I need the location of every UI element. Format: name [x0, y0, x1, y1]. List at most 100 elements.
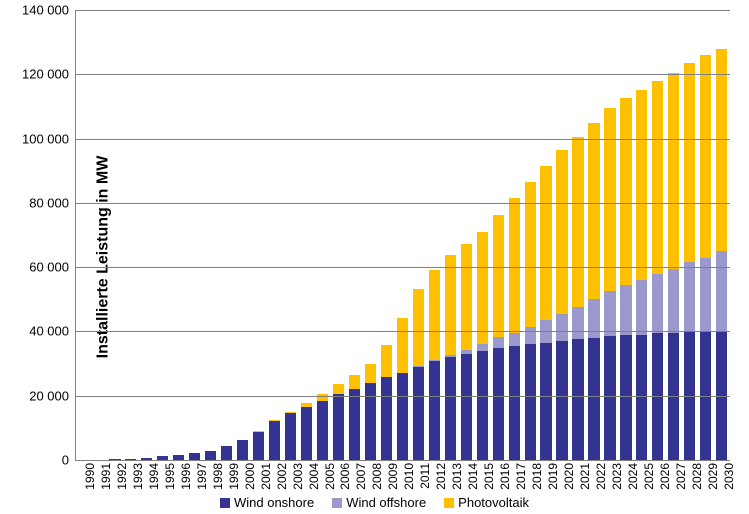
bar-segment-photovoltaik [636, 90, 647, 280]
bar-segment-wind_offshore [700, 258, 711, 332]
legend-swatch [444, 498, 454, 508]
gridline [75, 267, 730, 268]
bar-segment-wind_onshore [269, 421, 280, 460]
bar-segment-wind_onshore [429, 361, 440, 460]
xtick-label: 2019 [546, 463, 560, 490]
bar-column: 2021 [570, 10, 586, 460]
xtick-label: 1994 [147, 463, 161, 490]
xtick-label: 2028 [690, 463, 704, 490]
xtick-label: 2004 [307, 463, 321, 490]
bar-segment-wind_onshore [413, 367, 424, 460]
bar-segment-wind_onshore [285, 413, 296, 460]
bar-column: 1996 [171, 10, 187, 460]
bar-column: 2010 [394, 10, 410, 460]
bar-segment-wind_onshore [636, 335, 647, 460]
bar-segment-wind_onshore [221, 446, 232, 460]
bar-column: 2025 [634, 10, 650, 460]
bars-container: 1990199119921993199419951996199719981999… [75, 10, 730, 460]
bar-segment-wind_onshore [477, 351, 488, 460]
bar-segment-wind_offshore [525, 327, 536, 345]
bar-segment-wind_onshore [540, 343, 551, 460]
bar-column: 2012 [426, 10, 442, 460]
bar-segment-photovoltaik [397, 318, 408, 373]
bar-column: 2020 [554, 10, 570, 460]
bar-segment-photovoltaik [700, 55, 711, 258]
bar-segment-photovoltaik [604, 108, 615, 291]
xtick-label: 2009 [386, 463, 400, 490]
bar-segment-photovoltaik [413, 289, 424, 366]
bar-segment-photovoltaik [540, 166, 551, 320]
bar-column: 1995 [155, 10, 171, 460]
stacked-bar [604, 108, 615, 460]
xtick-label: 2020 [562, 463, 576, 490]
bar-segment-wind_offshore [636, 280, 647, 335]
xtick-label: 2008 [370, 463, 384, 490]
stacked-bar [205, 451, 216, 460]
bar-segment-photovoltaik [509, 198, 520, 333]
stacked-bar [253, 431, 264, 460]
bar-segment-photovoltaik [668, 73, 679, 269]
xtick-label: 2012 [434, 463, 448, 490]
stacked-bar [237, 440, 248, 460]
bar-segment-photovoltaik [365, 364, 376, 384]
bar-column: 2026 [650, 10, 666, 460]
legend-label: Wind offshore [346, 495, 426, 510]
stacked-bar [588, 123, 599, 460]
stacked-bar [700, 55, 711, 460]
bar-column: 2030 [714, 10, 730, 460]
bar-column: 2005 [315, 10, 331, 460]
xtick-label: 2005 [323, 463, 337, 490]
bar-column: 2004 [299, 10, 315, 460]
xtick-label: 2026 [658, 463, 672, 490]
xtick-label: 2001 [259, 463, 273, 490]
bar-column: 1998 [203, 10, 219, 460]
bar-segment-wind_offshore [604, 291, 615, 336]
gridline [75, 460, 730, 461]
bar-column: 2017 [506, 10, 522, 460]
bar-segment-wind_onshore [301, 407, 312, 460]
bar-column: 2003 [283, 10, 299, 460]
bar-segment-wind_onshore [572, 339, 583, 460]
legend-item-wind_offshore: Wind offshore [332, 495, 426, 510]
stacked-bar [620, 98, 631, 460]
xtick-label: 2027 [674, 463, 688, 490]
bar-column: 2014 [458, 10, 474, 460]
bar-segment-photovoltaik [429, 270, 440, 360]
bar-column: 2016 [490, 10, 506, 460]
bar-segment-photovoltaik [333, 384, 344, 393]
xtick-label: 2002 [275, 463, 289, 490]
bar-column: 1992 [107, 10, 123, 460]
bar-segment-wind_offshore [556, 314, 567, 341]
legend-label: Wind onshore [234, 495, 314, 510]
bar-segment-photovoltaik [493, 215, 504, 337]
stacked-bar [493, 215, 504, 460]
ytick-label: 20 000 [29, 388, 69, 403]
xtick-label: 1992 [115, 463, 129, 490]
bar-column: 2023 [602, 10, 618, 460]
bar-segment-wind_offshore [652, 274, 663, 333]
xtick-label: 2011 [418, 463, 432, 489]
xtick-label: 2007 [354, 463, 368, 490]
xtick-label: 2030 [722, 463, 736, 490]
xtick-label: 1991 [99, 463, 113, 490]
bar-column: 1990 [75, 10, 91, 460]
stacked-bar [477, 232, 488, 460]
stacked-bar [189, 453, 200, 460]
bar-segment-wind_offshore [509, 333, 520, 346]
bar-segment-wind_offshore [493, 337, 504, 347]
bar-column: 2024 [618, 10, 634, 460]
xtick-label: 2006 [338, 463, 352, 490]
bar-column: 1993 [123, 10, 139, 460]
xtick-label: 2000 [243, 463, 257, 490]
bar-column: 2001 [251, 10, 267, 460]
bar-segment-wind_onshore [365, 383, 376, 460]
bar-segment-wind_onshore [317, 401, 328, 460]
legend: Wind onshoreWind offshorePhotovoltaik [0, 495, 749, 510]
bar-segment-wind_onshore [588, 338, 599, 460]
bar-column: 2027 [666, 10, 682, 460]
bar-segment-wind_onshore [333, 394, 344, 460]
bar-segment-photovoltaik [652, 81, 663, 274]
stacked-bar [636, 90, 647, 460]
ytick-label: 120 000 [22, 67, 69, 82]
stacked-bar [556, 150, 567, 460]
